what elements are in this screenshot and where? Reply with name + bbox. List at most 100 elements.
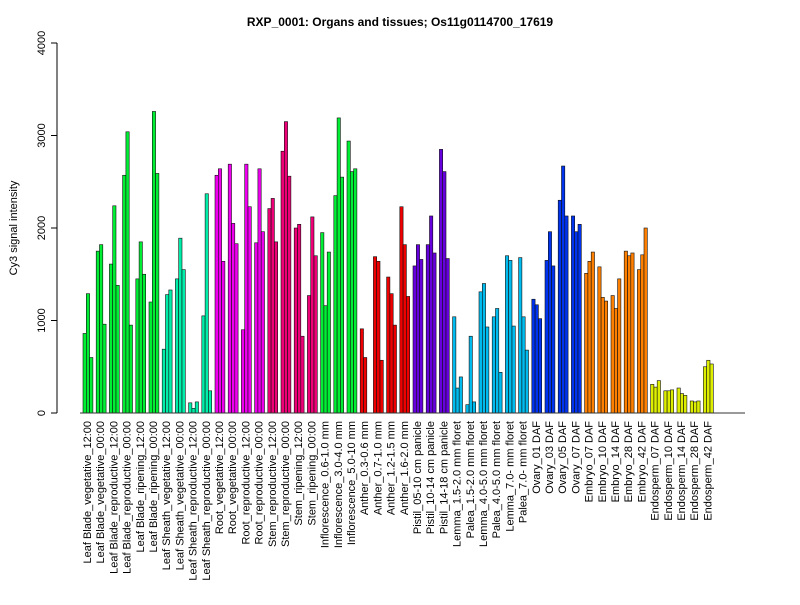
bar: [188, 402, 193, 414]
bar: [491, 316, 496, 414]
bar: [389, 293, 394, 414]
bar: [178, 237, 183, 414]
x-tick-label: Ovary_07 DAF: [570, 421, 582, 494]
bar: [152, 111, 156, 414]
bar: [617, 278, 622, 414]
bar: [577, 224, 582, 414]
bar: [670, 389, 675, 414]
x-tick-label: Embryo_28 DAF: [623, 421, 635, 503]
y-tick-label: 0: [36, 410, 48, 416]
bar: [415, 244, 420, 414]
x-tick-label: Root_reproductive_00:00: [254, 421, 266, 545]
bar: [623, 250, 628, 414]
bar: [604, 300, 609, 414]
y-axis: 0 1000 2000 3000 4000: [36, 31, 58, 416]
bar: [208, 390, 212, 414]
bar: [135, 278, 140, 414]
bar: [231, 223, 236, 414]
bar: [406, 296, 410, 414]
bar: [557, 199, 562, 414]
bar: [323, 305, 328, 414]
x-tick-label: Embryo_07 DAF: [584, 421, 596, 503]
bar: [429, 215, 434, 414]
bar: [148, 301, 153, 414]
x-tick-label: Palea_7.0- mm floret: [518, 421, 530, 523]
bar: [696, 400, 701, 414]
bar: [544, 260, 549, 414]
bar: [194, 401, 199, 414]
bar: [481, 283, 486, 414]
bar: [95, 250, 100, 414]
bar: [399, 206, 404, 414]
x-tick-label: Leaf Sheath_vegetative_00:00: [174, 421, 186, 570]
y-tick-label: 2000: [36, 216, 48, 240]
bar: [359, 328, 364, 414]
y-tick-label: 3000: [36, 123, 48, 147]
bar: [204, 193, 209, 414]
x-tick-label: Embryo_10 DAF: [597, 421, 609, 503]
bar: [310, 216, 315, 414]
bar: [564, 215, 569, 414]
bar: [498, 371, 503, 414]
bar: [267, 208, 272, 414]
bar: [293, 227, 298, 414]
bar: [349, 171, 354, 414]
bar: [600, 297, 605, 414]
bar: [201, 315, 206, 414]
bar: [340, 176, 344, 414]
y-axis-label: Cy3 signal intensity: [8, 180, 20, 275]
bar: [709, 363, 714, 414]
x-tick-label: Leaf Sheath_reproductive_12:00: [188, 421, 200, 581]
bar: [402, 244, 407, 414]
bar: [561, 165, 566, 414]
bar: [419, 259, 424, 414]
bar: [336, 117, 341, 414]
bar: [109, 263, 114, 414]
bar: [155, 173, 160, 414]
bar: [115, 285, 120, 414]
bar: [663, 390, 668, 414]
bar: [234, 243, 239, 414]
bar: [257, 168, 262, 414]
x-tick-label: Endosperm_10 DAF: [663, 421, 675, 521]
bar: [168, 289, 173, 414]
bar: [627, 255, 632, 414]
x-tick-label: Anther_1.6-2.0 mm: [399, 421, 411, 515]
bar: [518, 257, 523, 414]
x-tick-label: Pistil_14-18 cm panicle: [438, 421, 450, 534]
bar: [584, 273, 589, 414]
x-tick-label: Leaf Blade_vegetative_00:00: [95, 421, 107, 564]
x-tick-label: Anther_0.3-0.6 mm: [359, 421, 371, 515]
x-tick-label: Endosperm_14 DAF: [676, 421, 688, 521]
bar: [689, 400, 694, 414]
x-tick-label: Ovary_05 DAF: [557, 421, 569, 494]
bar: [485, 326, 490, 414]
bar: [125, 131, 130, 414]
bar: [706, 359, 711, 414]
bar: [597, 266, 602, 414]
bar: [165, 294, 170, 414]
bar: [653, 386, 658, 414]
bar: [241, 329, 245, 414]
bar: [221, 260, 226, 414]
x-tick-label: Lemma_7.0- mm floret: [504, 421, 516, 532]
bar: [89, 357, 94, 414]
bar: [283, 121, 288, 414]
x-tick-label: Stem_reproductive_00:00: [280, 421, 292, 547]
bar: [191, 408, 196, 414]
bar: [379, 359, 384, 414]
bar: [363, 357, 368, 414]
x-tick-label: Endosperm_28 DAF: [689, 421, 701, 521]
bar: [442, 171, 447, 414]
x-tick-labels: Leaf Blade_vegetative_12:00 Leaf Blade_ve…: [82, 421, 714, 581]
bar: [505, 255, 509, 414]
y-tick-label: 1000: [36, 308, 48, 332]
bar: [392, 324, 397, 414]
bar: [102, 323, 107, 414]
chart-title: RXP_0001: Organs and tissues; Os11g01147…: [247, 15, 554, 29]
x-tick-label: Embryo_42 DAF: [636, 421, 648, 503]
bar: [524, 349, 529, 414]
bar: [214, 174, 219, 414]
bar: [574, 231, 579, 414]
bar: [676, 387, 681, 414]
